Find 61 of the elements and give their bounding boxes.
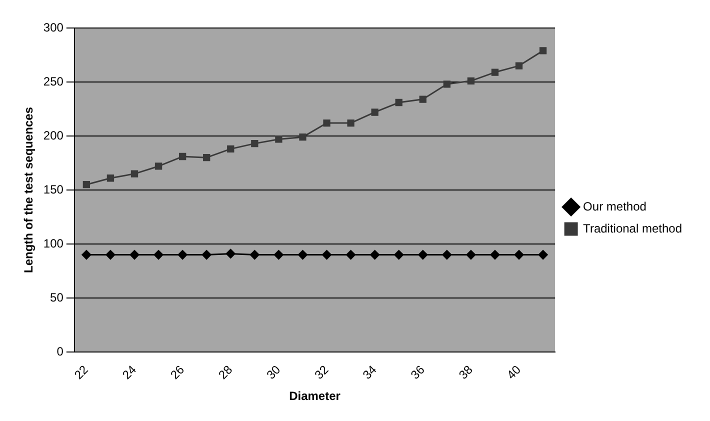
point [82, 250, 92, 260]
x-tick-label: 36 [408, 362, 428, 382]
point [202, 250, 212, 260]
point [323, 119, 330, 127]
point [371, 108, 378, 116]
point [490, 250, 500, 260]
point [322, 250, 332, 260]
x-tick-label: 38 [456, 362, 476, 382]
point [203, 154, 210, 162]
y-tick-label: 300 [43, 20, 64, 34]
point [298, 250, 308, 260]
x-tick-label: 30 [264, 362, 284, 382]
point [515, 62, 523, 70]
x-tick-label: 22 [72, 362, 92, 382]
point [82, 181, 90, 188]
x-tick-label: 40 [504, 362, 524, 382]
point [467, 77, 475, 84]
y-tick-label: 250 [43, 74, 64, 88]
point [130, 170, 138, 178]
x-tick-label: 26 [168, 362, 188, 382]
point [466, 250, 476, 260]
point [347, 119, 354, 127]
point [251, 140, 258, 148]
point [538, 250, 548, 260]
point [370, 250, 380, 260]
y-tick-label: 50 [50, 290, 64, 304]
y-tick-label: 150 [43, 182, 64, 196]
point [178, 152, 186, 160]
point [274, 250, 284, 260]
point [514, 250, 524, 260]
point [539, 47, 547, 54]
point [227, 145, 234, 153]
x-axis-title: Diameter [289, 389, 341, 404]
y-axis-title: Length of the test sequences [22, 106, 36, 274]
legend-label: Traditional method [583, 221, 682, 236]
x-tick-label: 34 [360, 362, 380, 382]
point [106, 174, 114, 182]
y-tick-label: 200 [43, 128, 64, 142]
point [178, 250, 188, 260]
point [394, 250, 404, 260]
point [250, 250, 260, 260]
point [346, 250, 356, 260]
legend-label: Our method [583, 199, 646, 214]
y-tick-label: 100 [43, 236, 64, 250]
x-tick-label: 24 [120, 362, 140, 382]
point [442, 250, 452, 260]
point [154, 250, 164, 260]
point [419, 96, 426, 103]
point [395, 98, 402, 106]
point [299, 133, 306, 141]
point [130, 250, 140, 260]
x-tick-label: 32 [312, 362, 332, 382]
point [275, 136, 282, 143]
point [491, 68, 499, 76]
y-tick-label: 0 [56, 344, 64, 358]
point [154, 162, 162, 170]
point [418, 250, 428, 260]
point [443, 80, 450, 88]
point [226, 248, 236, 258]
point [106, 250, 116, 260]
x-tick-label: 28 [216, 362, 236, 382]
